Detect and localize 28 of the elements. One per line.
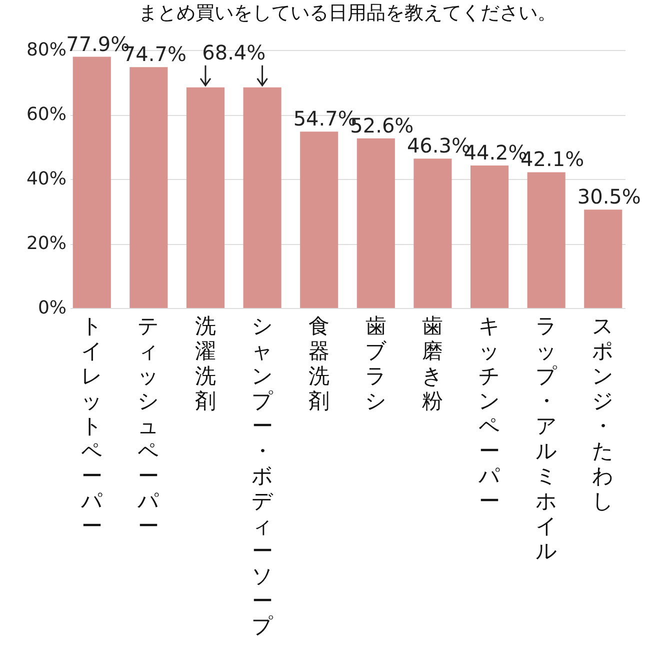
x-tick-label: 歯磨き粉 bbox=[422, 314, 444, 413]
bar bbox=[414, 158, 452, 308]
bar bbox=[186, 87, 225, 308]
x-tick-label: 洗濯洗剤 bbox=[194, 314, 216, 413]
bar bbox=[470, 165, 509, 308]
x-tick-label: 食器洗剤 bbox=[308, 314, 330, 413]
category-label: ラップ・アルミホイル bbox=[535, 314, 558, 563]
category-label: トイレットペーパー bbox=[80, 314, 103, 538]
data-label: 30.5% bbox=[577, 184, 641, 209]
bar bbox=[584, 210, 622, 308]
y-tick-label: 20% bbox=[26, 233, 66, 254]
x-tick-label: キッチンペーパー bbox=[478, 314, 501, 513]
y-tick-label: 40% bbox=[26, 168, 66, 190]
category-label: シャンプー・ボディーソープ bbox=[251, 314, 274, 638]
y-tick-label: 0% bbox=[38, 298, 66, 318]
bar bbox=[130, 67, 168, 308]
data-label: 68.4% bbox=[202, 40, 266, 64]
y-tick-label: 60% bbox=[26, 104, 66, 125]
bar bbox=[356, 138, 395, 308]
chart-title: まとめ買いをしている日用品を教えてください。 bbox=[138, 2, 556, 24]
y-tick-label: 80% bbox=[26, 40, 66, 60]
x-tick-label: スポンジ・たわし bbox=[592, 314, 614, 513]
bar bbox=[527, 172, 566, 308]
bar bbox=[72, 56, 111, 308]
x-tick-label: 歯ブラシ bbox=[364, 314, 387, 413]
bar bbox=[300, 132, 338, 308]
category-label: ティッシュペーパー bbox=[138, 314, 160, 538]
bar bbox=[243, 87, 282, 308]
